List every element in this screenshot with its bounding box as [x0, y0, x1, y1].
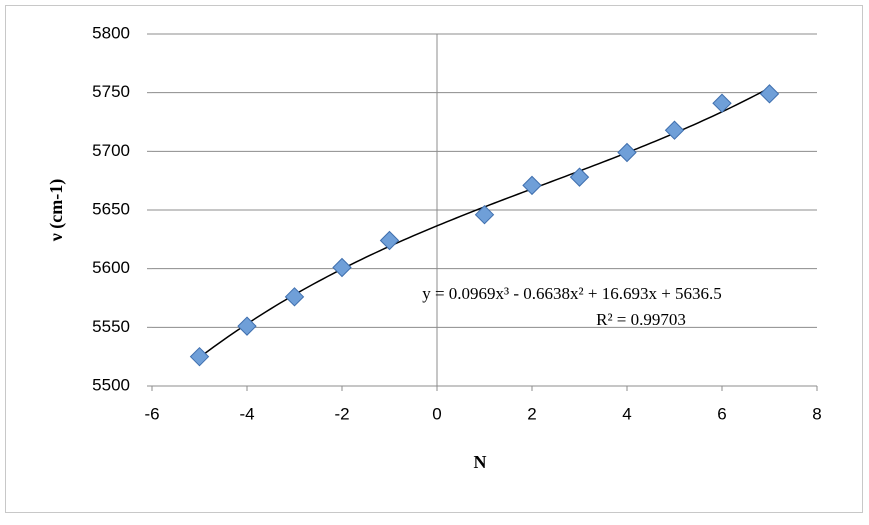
y-tick-label: 5550	[92, 317, 130, 336]
data-point	[474, 204, 495, 225]
x-tick-label: 4	[622, 404, 631, 423]
data-point	[617, 142, 637, 163]
y-axis-label: ν (cm-1)	[46, 179, 67, 243]
data-point	[712, 93, 732, 113]
data-point	[284, 287, 305, 307]
y-tick-label: 5600	[92, 258, 130, 277]
trendline-r-squared: R² = 0.99703	[596, 310, 686, 329]
data-point	[237, 316, 257, 336]
y-tick-label: 5700	[92, 141, 130, 160]
y-tick-label: 5650	[92, 199, 130, 218]
data-point	[332, 257, 352, 278]
chart-border	[5, 5, 863, 513]
data-point	[569, 167, 590, 187]
data-point	[522, 175, 542, 196]
x-tick-label: -6	[144, 404, 159, 423]
data-point	[759, 84, 780, 104]
y-tick-label: 5500	[92, 375, 130, 394]
x-tick-label: 0	[432, 404, 441, 423]
x-axis-label: N	[474, 452, 487, 472]
x-tick-label: 8	[812, 404, 821, 423]
data-point	[379, 230, 400, 251]
x-tick-label: -4	[239, 404, 254, 423]
x-tick-label: 6	[717, 404, 726, 423]
y-tick-label: 5800	[92, 23, 130, 42]
data-point	[664, 120, 685, 140]
y-tick-label: 5750	[92, 82, 130, 101]
x-tick-label: -2	[334, 404, 349, 423]
data-point	[189, 346, 210, 367]
x-tick-label: 2	[527, 404, 536, 423]
trendline-equation: y = 0.0969x³ - 0.6638x² + 16.693x + 5636…	[422, 284, 722, 303]
